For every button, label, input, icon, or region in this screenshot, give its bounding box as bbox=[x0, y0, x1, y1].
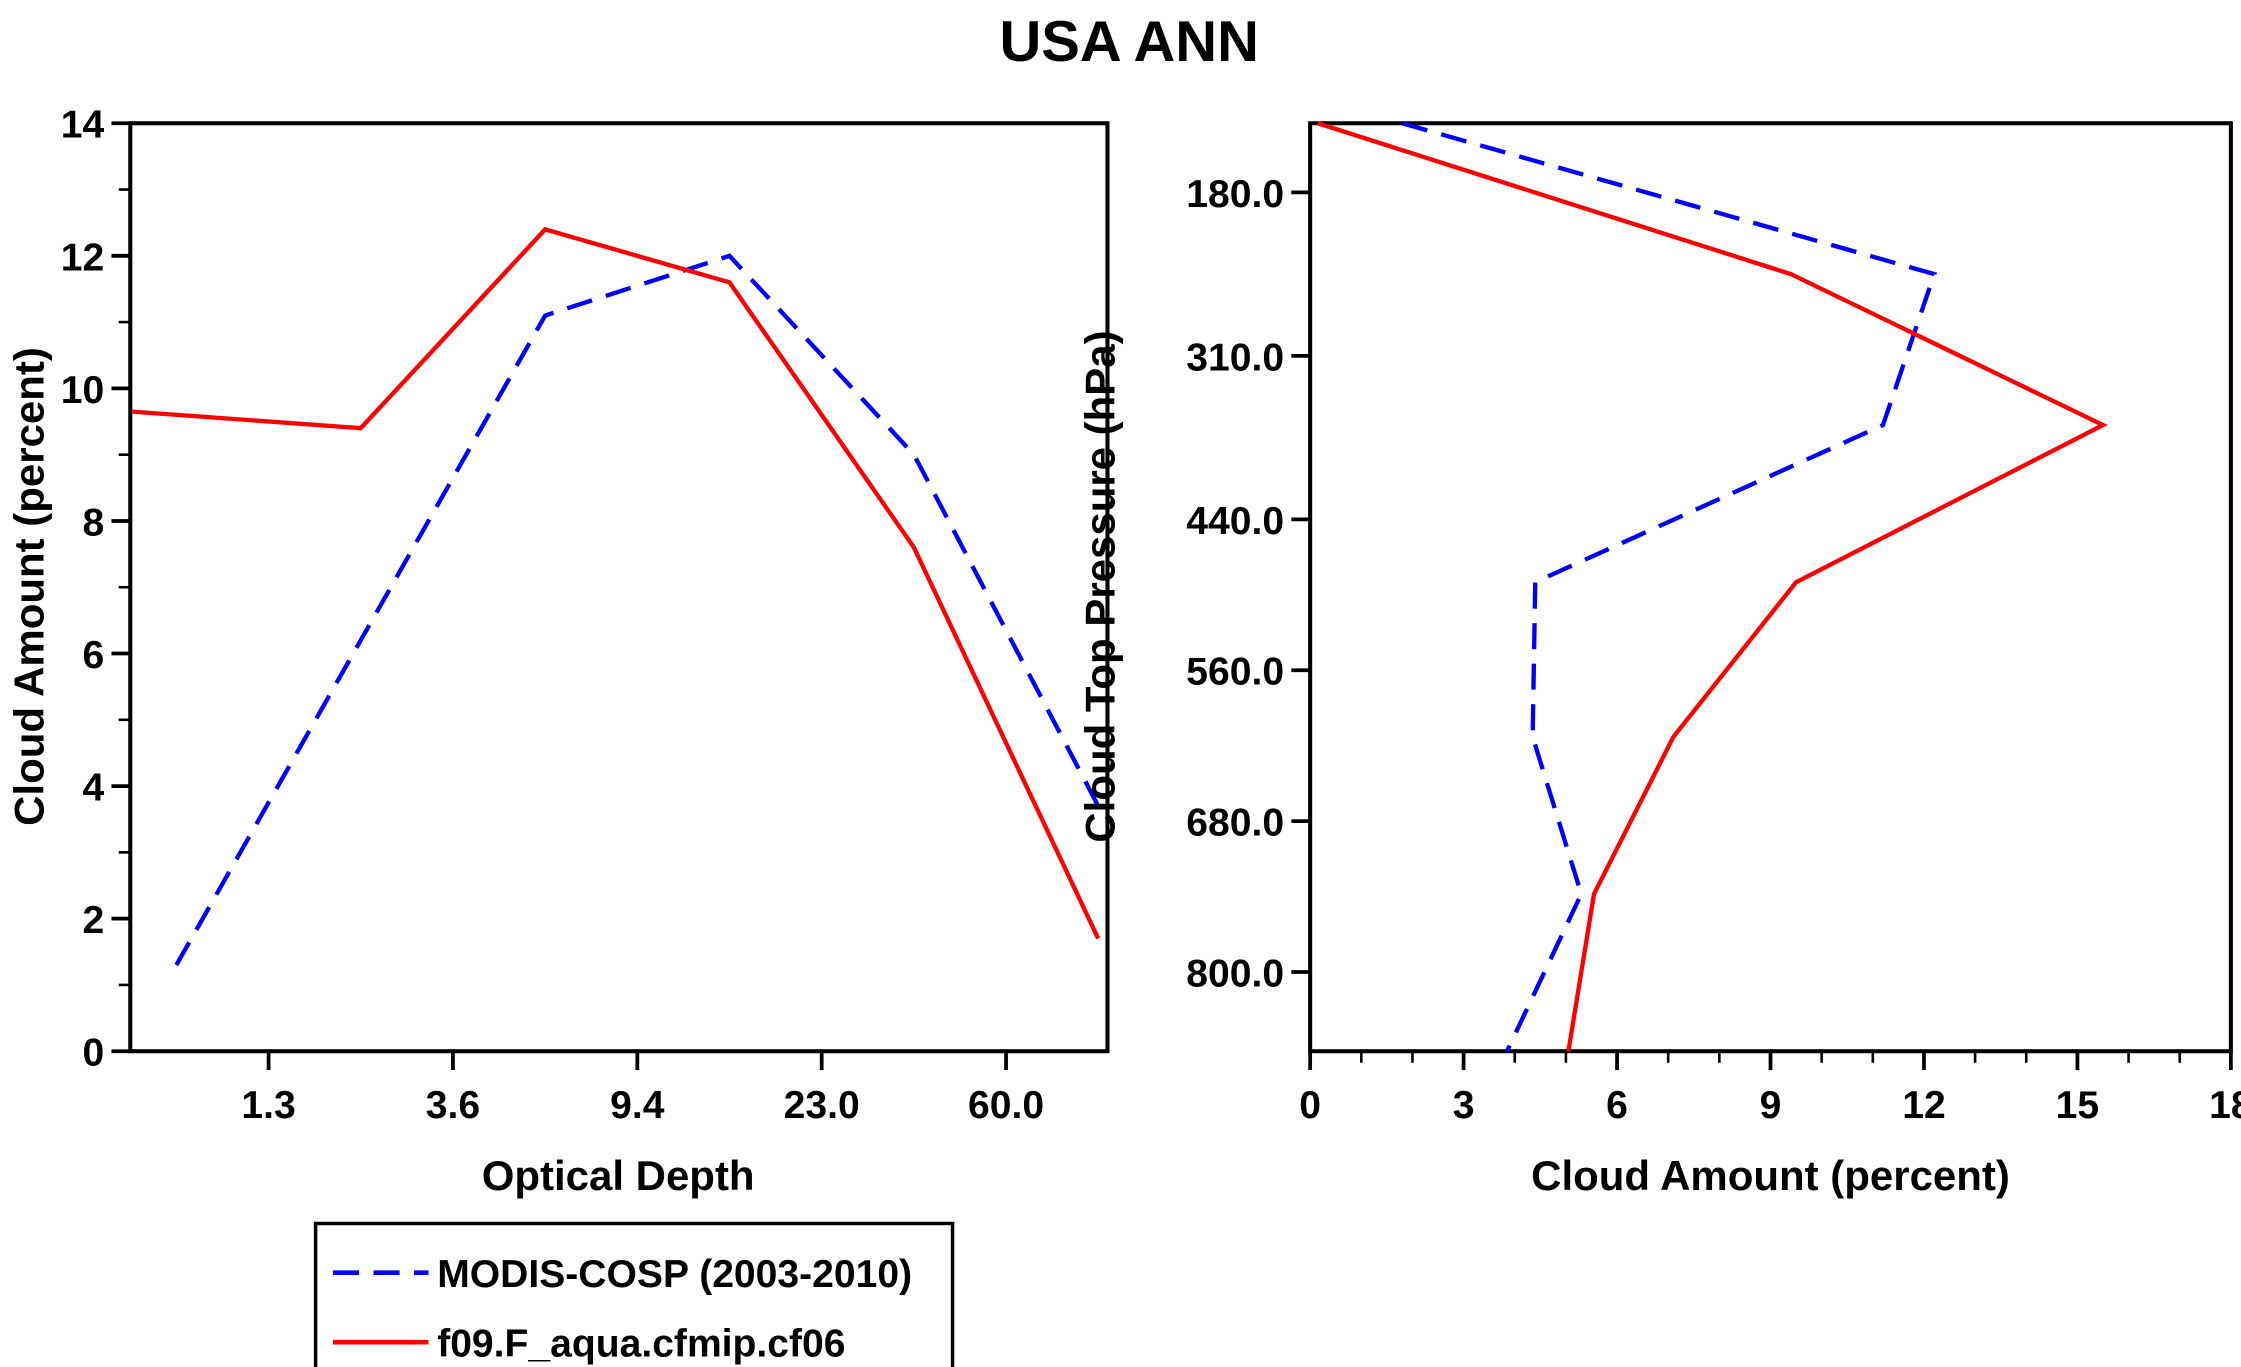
series-line-solid bbox=[132, 226, 1101, 940]
plot-frame bbox=[1308, 121, 2233, 1054]
y-tick-label: 2 bbox=[82, 899, 104, 942]
left-chart-plot: 1.3 3.6 9.4 23.0 60.0 0 2 4 6 8 10 12 14 bbox=[61, 104, 1110, 1127]
y-tick-label: 4 bbox=[82, 767, 104, 810]
left-chart-ylabel: Cloud Amount (percent) bbox=[5, 347, 52, 826]
x-tick-label: 0 bbox=[1299, 1084, 1321, 1127]
left-chart-xlabel: Optical Depth bbox=[482, 1152, 755, 1199]
legend-items: MODIS-COSP (2003-2010) f09.F_aqua.cfmip.c… bbox=[332, 1253, 912, 1366]
y-tick-label: 14 bbox=[61, 104, 105, 147]
x-tick-label: 18 bbox=[2209, 1084, 2241, 1127]
x-tick-label: 3 bbox=[1453, 1084, 1475, 1127]
series-line-solid bbox=[1317, 121, 2108, 1052]
x-tick-label: 6 bbox=[1606, 1084, 1628, 1127]
x-tick-label: 23.0 bbox=[784, 1084, 860, 1127]
left-chart: 1.3 3.6 9.4 23.0 60.0 0 2 4 6 8 10 12 14 Optical Dep… bbox=[5, 104, 1110, 1199]
y-tick-label: 680.0 bbox=[1186, 802, 1284, 845]
legend-label: MODIS-COSP (2003-2010) bbox=[437, 1253, 912, 1296]
right-chart: 0 3 6 9 12 15 18 180.0 310.0 440.0 560.0 680.0 800.0… bbox=[1077, 121, 2241, 1199]
x-tick-label: 3.6 bbox=[426, 1084, 480, 1127]
legend-label: f09.F_aqua.cfmip.cf06 bbox=[437, 1323, 845, 1366]
y-tick-label: 10 bbox=[61, 369, 104, 412]
y-tick-label: 8 bbox=[82, 501, 104, 544]
y-tick-label: 560.0 bbox=[1186, 651, 1284, 694]
x-tick-label: 1.3 bbox=[241, 1084, 295, 1127]
series-line-dashed bbox=[174, 253, 1101, 967]
x-tick-label: 9 bbox=[1760, 1084, 1782, 1127]
y-tick-label: 180.0 bbox=[1186, 173, 1284, 216]
plot-frame bbox=[128, 121, 1110, 1054]
y-tick-label: 310.0 bbox=[1186, 336, 1284, 379]
y-tick-label: 0 bbox=[82, 1032, 104, 1075]
right-chart-ylabel: Cloud Top Pressure (hPa) bbox=[1077, 330, 1124, 842]
y-tick-label: 800.0 bbox=[1186, 952, 1284, 995]
x-tick-label: 15 bbox=[2056, 1084, 2099, 1127]
legend: MODIS-COSP (2003-2010) f09.F_aqua.cfmip.c… bbox=[313, 1221, 955, 1367]
x-tick-label: 9.4 bbox=[610, 1084, 665, 1127]
x-tick-label: 60.0 bbox=[968, 1084, 1044, 1127]
series-line-dashed bbox=[1401, 121, 1938, 1053]
right-chart-xlabel: Cloud Amount (percent) bbox=[1531, 1152, 2010, 1199]
y-tick-label: 440.0 bbox=[1186, 500, 1284, 543]
y-tick-label: 12 bbox=[61, 236, 104, 279]
x-tick-label: 12 bbox=[1902, 1084, 1945, 1127]
y-tick-label: 6 bbox=[82, 634, 104, 677]
figure-title: USA ANN bbox=[999, 10, 1258, 74]
right-chart-plot: 0 3 6 9 12 15 18 180.0 310.0 440.0 560.0 680.0 800.0 bbox=[1186, 121, 2241, 1127]
